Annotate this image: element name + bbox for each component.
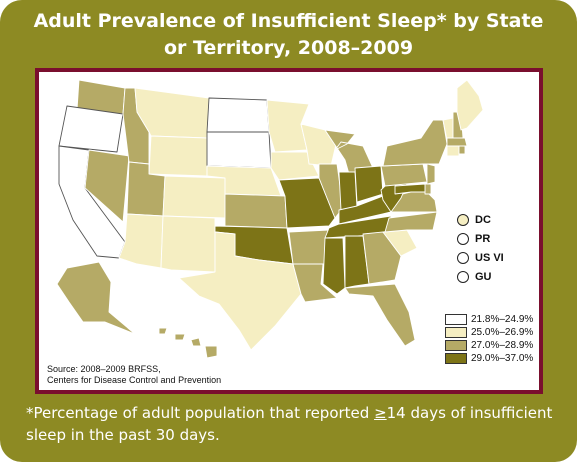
state-ak [56,261,136,335]
state-ar [288,229,330,265]
legend-item: 29.0%–37.0% [445,352,533,365]
state-nm [160,215,216,273]
territory-dot [457,251,469,264]
territory-label: US VI [475,251,504,264]
territory-key: DC PR US VI GU [457,210,504,286]
map-panel: DC PR US VI GU 21.8%–24.9% 25.0%–2 [35,68,543,394]
state-ma [446,137,468,147]
source-line-2: Centers for Disease Control and Preventi… [47,375,222,385]
state-la [292,263,338,303]
state-nc [384,211,438,233]
territory-item: PR [457,229,504,248]
legend-item: 25.0%–26.9% [445,326,533,339]
legend-swatch [445,340,467,351]
title-line-1: Adult Prevalence of Insufficient Sleep* … [33,10,544,32]
footnote: *Percentage of adult population that rep… [26,402,556,446]
state-hi [158,327,218,359]
territory-item: GU [457,267,504,286]
state-me [456,79,484,131]
state-ia [270,151,320,181]
state-nj [426,163,436,185]
map-legend: 21.8%–24.9% 25.0%–26.9% 27.0%–28.9% 29.0… [445,313,533,365]
state-tx [178,231,302,351]
legend-swatch [445,353,467,364]
territory-label: DC [475,213,491,226]
footnote-ge-symbol: ≥ [374,404,387,422]
territory-dot [457,270,469,283]
state-ga [362,231,402,285]
source-note: Source: 2008–2009 BRFSS, Centers for Dis… [47,364,221,386]
state-wy [148,135,208,177]
legend-item: 21.8%–24.9% [445,313,533,326]
legend-label: 25.0%–26.9% [471,327,534,338]
legend-label: 29.0%–37.0% [471,353,534,364]
state-md [394,183,426,195]
state-ri [458,145,466,155]
territory-item: US VI [457,248,504,267]
territory-label: GU [475,270,492,283]
legend-item: 27.0%–28.9% [445,339,533,352]
title-line-2: or Territory, 2008–2009 [163,37,414,59]
legend-swatch [445,327,467,338]
footnote-text-start: *Percentage of adult population that rep… [26,404,375,422]
state-or [58,105,124,153]
state-az [118,213,164,269]
state-in [338,171,358,211]
state-nd [206,97,270,133]
territory-dot [457,232,469,245]
territory-item: DC [457,210,504,229]
territory-label: PR [475,232,491,245]
state-ks [224,193,288,229]
state-sd [206,131,272,169]
legend-label: 27.0%–28.9% [471,340,534,351]
state-oh [354,165,384,203]
legend-swatch [445,314,467,325]
legend-label: 21.8%–24.9% [471,314,534,325]
state-mi [324,129,374,175]
source-line-1: Source: 2008–2009 BRFSS, [47,364,161,374]
state-ct [446,145,460,157]
state-de [424,183,432,195]
state-ms [322,237,346,295]
state-co [162,175,226,219]
footnote-text-end: 14 days of insufficient sleep in the pas… [26,404,553,444]
state-ny [382,119,448,167]
state-nv [84,149,130,223]
territory-dot [457,213,469,226]
map-title: Adult Prevalence of Insufficient Sleep* … [0,8,577,62]
state-pa [380,163,428,187]
us-choropleth-map [56,79,484,359]
state-fl [344,283,416,347]
state-al [344,235,370,289]
